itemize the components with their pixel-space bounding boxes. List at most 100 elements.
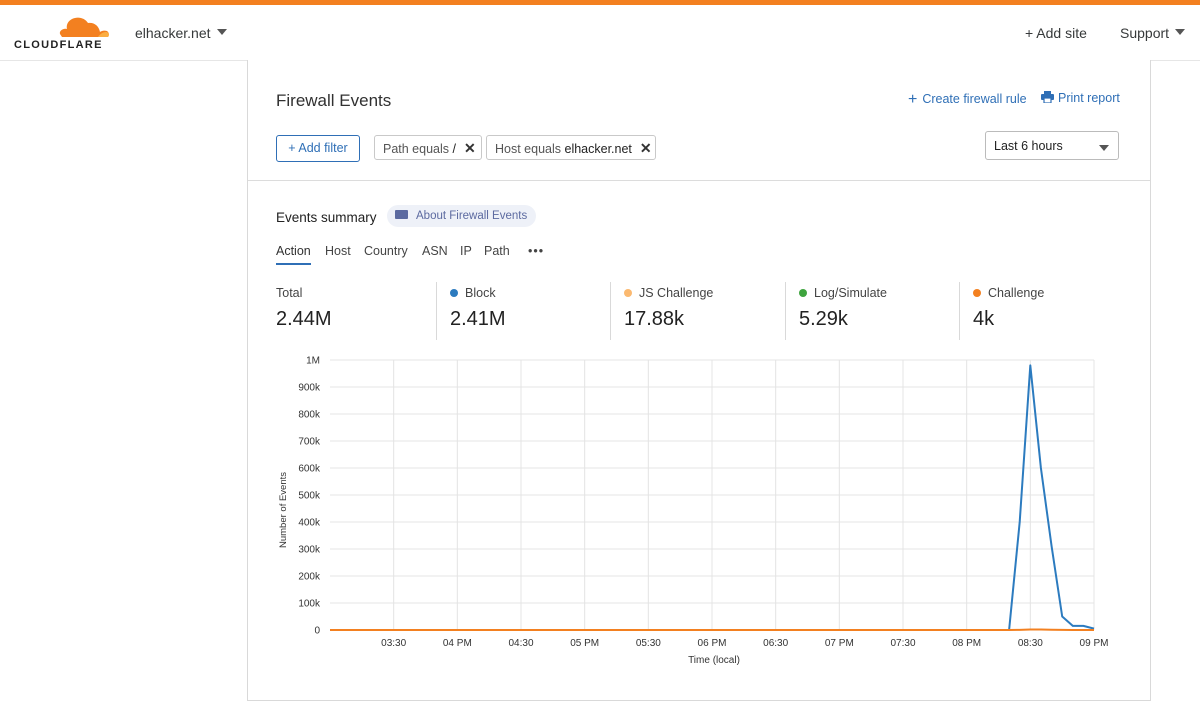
filter-value: elhacker.net — [564, 142, 632, 156]
stat-divider — [959, 282, 960, 340]
stat-label-row: JS Challenge — [624, 286, 713, 300]
x-axis: 03:30 04 PM 04:30 05 PM 05:30 06 PM 06:30 07 PM… — [381, 638, 1108, 649]
events-line-chart: 0100k200k300k400k500k600k700k800k900k1M … — [278, 356, 1108, 667]
plus-icon: + — [908, 91, 918, 108]
x-tick-label: 05:30 — [636, 638, 661, 649]
print-report-link[interactable]: Print report — [1041, 90, 1120, 105]
brand-wordmark: CLOUDFLARE — [14, 39, 103, 51]
time-range-value: Last 6 hours — [994, 139, 1063, 153]
y-tick-label: 0 — [314, 626, 320, 637]
support-menu[interactable]: Support — [1120, 25, 1186, 41]
about-label: About Firewall Events — [416, 210, 528, 222]
x-tick-label: 06:30 — [763, 638, 788, 649]
tab-host[interactable]: Host — [325, 244, 351, 258]
firewall-events-card: Firewall Events + Create firewall rule Pr… — [247, 60, 1151, 701]
events-summary-title: Events summary — [276, 210, 377, 225]
y-tick-label: 1M — [306, 356, 320, 367]
stat-label: Log/Simulate — [814, 286, 887, 300]
stat-divider — [785, 282, 786, 340]
series-line-challenge[interactable] — [330, 628, 1094, 631]
x-tick-label: 05 PM — [570, 638, 599, 649]
domain-name: elhacker.net — [135, 25, 211, 41]
stat-value: 5.29k — [799, 308, 848, 330]
page-title: Firewall Events — [276, 91, 392, 110]
x-tick-label: 03:30 — [381, 638, 406, 649]
x-tick-label: 06 PM — [698, 638, 727, 649]
stat-label-row: Log/Simulate — [799, 286, 887, 300]
stat-js-challenge[interactable]: JS Challenge 17.88k — [624, 286, 794, 342]
filter-chip-host[interactable]: Host equals elhacker.net ✕ — [486, 135, 656, 160]
x-tick-label: 08 PM — [952, 638, 981, 649]
chevron-down-icon — [1175, 29, 1186, 36]
stat-label: Total — [276, 286, 303, 300]
tab-country[interactable]: Country — [364, 244, 408, 258]
tab-action[interactable]: Action — [276, 244, 311, 265]
tab-asn[interactable]: ASN — [422, 244, 448, 258]
y-tick-label: 800k — [298, 410, 321, 421]
about-firewall-events-link[interactable]: About Firewall Events — [387, 205, 537, 227]
x-tick-label: 07 PM — [825, 638, 854, 649]
stat-label-row: Block — [450, 286, 496, 300]
y-tick-label: 200k — [298, 572, 321, 583]
x-tick-label: 07:30 — [890, 638, 915, 649]
js-challenge-dot-icon — [624, 288, 632, 297]
chart-series — [330, 364, 1095, 631]
chevron-down-icon — [216, 29, 227, 36]
stat-divider — [610, 282, 611, 340]
cloud-icon — [59, 17, 110, 37]
top-navigation-bar: CLOUDFLARE elhacker.net + Add site Suppo… — [0, 5, 1200, 61]
y-tick-label: 300k — [298, 545, 321, 556]
print-report-label: Print report — [1058, 91, 1120, 105]
filter-value: / — [452, 142, 456, 156]
x-axis-label: Time (local) — [688, 655, 740, 666]
support-label: Support — [1120, 25, 1170, 41]
add-filter-button[interactable]: + Add filter — [276, 135, 360, 162]
close-icon[interactable]: ✕ — [464, 140, 476, 156]
filter-chip-path[interactable]: Path equals / ✕ — [374, 135, 482, 160]
y-tick-label: 900k — [298, 383, 321, 394]
y-tick-label: 500k — [298, 491, 321, 502]
y-tick-label: 700k — [298, 437, 321, 448]
close-icon[interactable]: ✕ — [639, 140, 652, 156]
more-tabs-button[interactable]: ••• — [528, 244, 545, 258]
y-tick-label: 100k — [298, 599, 321, 610]
stat-label: Block — [465, 286, 496, 300]
log-simulate-dot-icon — [799, 288, 807, 297]
create-firewall-rule-link[interactable]: + Create firewall rule — [908, 90, 1027, 108]
stat-label: Challenge — [988, 286, 1045, 300]
block-dot-icon — [450, 288, 458, 297]
card-header: Firewall Events + Create firewall rule Pr… — [248, 60, 1150, 181]
tab-ip[interactable]: IP — [460, 244, 472, 258]
x-tick-label: 04:30 — [508, 638, 533, 649]
domain-selector[interactable]: elhacker.net — [135, 25, 227, 41]
x-tick-label: 04 PM — [443, 638, 472, 649]
filter-key: Host equals — [495, 142, 562, 156]
stat-value: 4k — [973, 308, 995, 330]
stat-block[interactable]: Block 2.41M — [450, 286, 620, 342]
x-tick-label: 08:30 — [1018, 638, 1043, 649]
book-icon — [395, 210, 408, 220]
chevron-down-icon — [1099, 145, 1109, 151]
stat-label: JS Challenge — [639, 286, 714, 300]
cloudflare-logo[interactable]: CLOUDFLARE — [14, 15, 114, 55]
filter-key: Path equals — [383, 142, 450, 156]
stat-value: 2.44M — [276, 308, 332, 330]
stat-log-simulate[interactable]: Log/Simulate 5.29k — [799, 286, 969, 342]
stat-divider — [436, 282, 437, 340]
printer-icon — [1041, 91, 1054, 104]
stat-value: 17.88k — [624, 308, 685, 330]
add-site-link[interactable]: + Add site — [1025, 25, 1087, 41]
create-firewall-rule-label: Create firewall rule — [922, 92, 1027, 106]
y-tick-label: 400k — [298, 518, 321, 529]
x-tick-label: 09 PM — [1080, 638, 1109, 649]
y-axis: 0 100k 200k 300k 400k 500k 600k 700k 800k 900k 1M — [298, 356, 321, 637]
stat-challenge[interactable]: Challenge 4k — [973, 286, 1143, 342]
time-range-select[interactable]: Last 6 hours — [985, 131, 1119, 160]
chart-grid — [330, 359, 1095, 631]
y-axis-label: Number of Events — [278, 472, 289, 548]
tab-path[interactable]: Path — [484, 244, 510, 258]
challenge-dot-icon — [973, 288, 981, 297]
stat-total: Total 2.44M — [276, 286, 446, 342]
y-tick-label: 600k — [298, 464, 321, 475]
stat-label-row: Challenge — [973, 286, 1044, 300]
